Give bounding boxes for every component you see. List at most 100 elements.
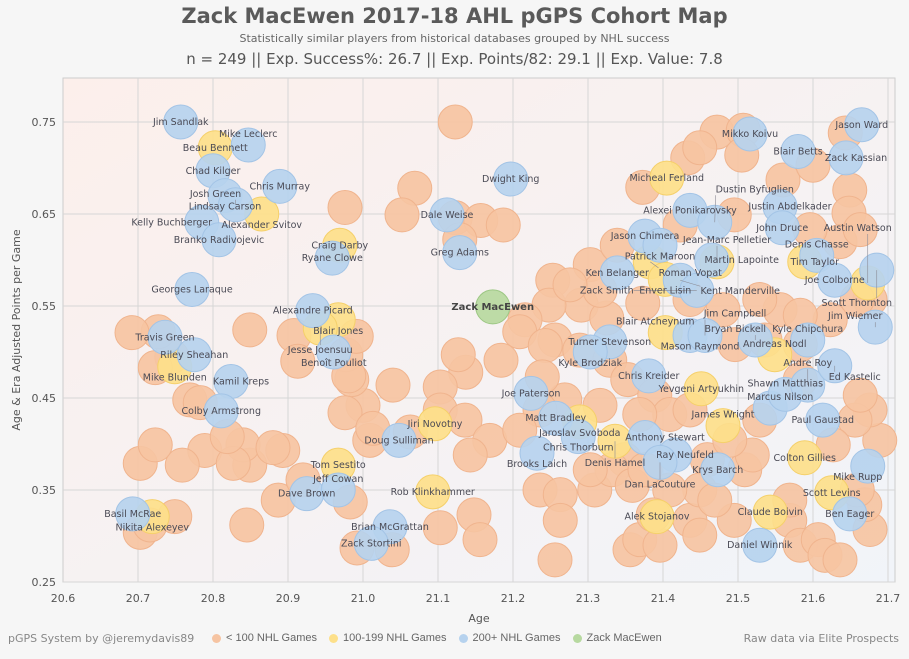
point-label: Patrick Maroon: [625, 251, 696, 262]
point-g200: [163, 104, 199, 140]
point-g200: [201, 222, 237, 258]
x-tick-label: 21.0: [351, 592, 376, 605]
point-g200: [642, 227, 678, 263]
point-label: Kyle Chipchura: [772, 324, 843, 335]
point-label: Enver Lisin: [639, 285, 691, 296]
point-g200: [764, 210, 800, 246]
point-g200: [850, 448, 886, 484]
x-tick-label: 20.8: [201, 592, 226, 605]
point-g100_199: [649, 160, 685, 196]
point-label: Zack Stortini: [341, 538, 402, 549]
point-label: Chad Kilger: [186, 166, 241, 177]
point-label: Justin Abdelkader: [747, 202, 831, 213]
point-label: Chris Kreider: [618, 371, 679, 382]
point-labels: Zack MacEwen Jim Sandlak Beau Bennett Mike …: [104, 117, 892, 551]
point-label: Tim Taylor: [790, 257, 840, 268]
point-g200: [832, 496, 868, 532]
point-label: Yevgeni Artyukhin: [657, 384, 744, 395]
y-tick-label: 0.65: [32, 208, 57, 221]
point-label: Jim Wiemer: [827, 311, 882, 322]
point-label: Ed Kastelic: [829, 372, 881, 383]
point-label: Mikko Koivu: [722, 129, 778, 140]
point-g100_199: [417, 406, 453, 442]
legend-item-200plus: 200+ NHL Games: [458, 632, 561, 644]
x-axis-label: Age: [468, 612, 490, 625]
point-lt100: [232, 312, 268, 348]
point-g200: [203, 393, 239, 429]
point-g200: [817, 262, 853, 298]
point-label: Scott Thornton: [822, 298, 893, 309]
point-g200: [174, 271, 210, 307]
point-label: Alexandre Picard: [273, 306, 353, 317]
chart-title: Zack MacEwen 2017-18 AHL pGPS Cohort Map: [181, 4, 728, 28]
point-label: Colton Gillies: [774, 453, 836, 464]
point-label: Zack MacEwen: [451, 302, 534, 313]
legend-item-lt100: < 100 NHL Games: [212, 632, 317, 644]
point-label: Jason Chimera: [610, 231, 680, 242]
legend-dot-icon: [212, 633, 221, 643]
point-label: Mike Rupp: [833, 472, 882, 483]
point-lt100: [842, 377, 878, 413]
label-leader-line: [680, 279, 701, 287]
point-focus: [475, 289, 511, 325]
point-label: Riley Sheahan: [160, 350, 228, 361]
point-g200: [147, 319, 183, 355]
summary-stats: n = 249 || Exp. Success%: 26.7 || Exp. P…: [186, 50, 723, 68]
y-tick-label: 0.35: [32, 484, 57, 497]
point-label: Ken Belanger: [586, 268, 649, 279]
point-label: Colby Armstrong: [182, 406, 261, 417]
point-g200: [742, 527, 778, 563]
point-label: Kamil Kreps: [213, 376, 269, 387]
point-label: Roman Vopat: [659, 268, 723, 279]
point-label: Joe Paterson: [501, 388, 561, 399]
point-g200: [176, 337, 212, 373]
point-label: Joe Colborne: [804, 275, 865, 286]
point-label: James Wright: [691, 410, 755, 421]
data-points: [114, 104, 898, 578]
point-lt100: [537, 542, 573, 578]
x-tick-label: 20.7: [126, 592, 151, 605]
point-label: Craig Darby: [311, 240, 368, 251]
point-g200: [493, 161, 529, 197]
legend-dot-icon: [329, 633, 338, 643]
point-label: Georges Laraque: [151, 284, 232, 295]
point-label: Mason Raymond: [661, 341, 740, 352]
point-lt100: [452, 437, 488, 473]
point-label: Zack Smith: [580, 285, 634, 296]
x-tick-label: 20.6: [51, 592, 76, 605]
legend-label: Zack MacEwen: [586, 632, 662, 644]
y-axis-ticks: 0.25 0.35 0.45 0.55 0.65 0.75: [32, 116, 57, 589]
y-tick-label: 0.75: [32, 116, 57, 129]
point-g200: [560, 419, 596, 455]
point-g200: [780, 133, 816, 169]
label-leader-lines: [235, 195, 878, 480]
point-lt100: [572, 452, 608, 488]
point-label: Branko Radivojevic: [174, 235, 265, 246]
label-leader-line: [714, 195, 716, 223]
point-g200: [799, 237, 835, 273]
point-g200: [844, 107, 880, 143]
point-label: Travis Green: [134, 332, 194, 343]
point-label: Anthony Stewart: [625, 433, 705, 444]
point-g200: [790, 322, 826, 358]
point-label: Marcus Nilson: [747, 392, 813, 403]
point-lt100: [822, 542, 858, 578]
point-label: Alek Stojanov: [625, 512, 690, 523]
point-label: Jason Ward: [834, 120, 888, 131]
point-label: Ryane Clowe: [302, 253, 363, 264]
legend-dot-icon: [572, 633, 582, 643]
point-label: Brian McGrattan: [351, 522, 429, 533]
y-axis-label: Age & Era Adjusted Points per Game: [10, 229, 23, 430]
point-g200: [700, 452, 736, 488]
x-tick-label: 21.1: [426, 592, 451, 605]
point-lt100: [485, 207, 521, 243]
y-tick-label: 0.45: [32, 392, 57, 405]
legend-label: 100-199 NHL Games: [343, 632, 447, 644]
point-g200: [115, 496, 151, 532]
point-label: Bryan Bickell: [704, 324, 766, 335]
point-g200: [230, 127, 266, 163]
point-g200: [316, 334, 352, 370]
point-label: Matt Bradley: [525, 413, 586, 424]
point-g200: [353, 525, 389, 561]
point-label: Shawn Matthias: [747, 378, 823, 389]
